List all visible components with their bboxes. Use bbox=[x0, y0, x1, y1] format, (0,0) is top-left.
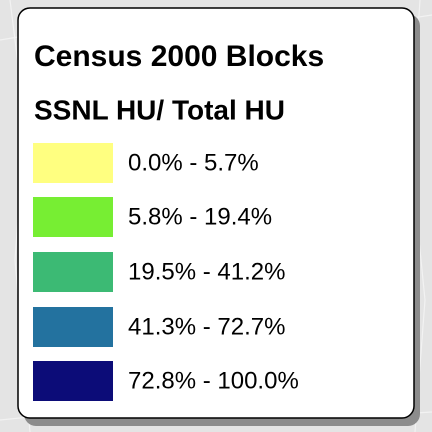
legend-label: 5.8% - 19.4% bbox=[128, 203, 272, 230]
legend-swatch bbox=[33, 361, 113, 401]
legend-swatch bbox=[33, 307, 113, 347]
legend-label: 19.5% - 41.2% bbox=[128, 258, 285, 285]
legend-items: 0.0% - 5.7% 5.8% - 19.4% 19.5% - 41.2% 41.3… bbox=[33, 143, 299, 401]
legend-label: 41.3% - 72.7% bbox=[128, 313, 285, 340]
legend-swatch bbox=[33, 197, 113, 237]
legend-title: Census 2000 Blocks bbox=[34, 40, 324, 73]
legend-swatch bbox=[33, 252, 113, 292]
legend-label: 72.8% - 100.0% bbox=[128, 367, 299, 394]
legend-label: 0.0% - 5.7% bbox=[128, 149, 259, 176]
legend-subtitle: SSNL HU/ Total HU bbox=[34, 94, 285, 125]
legend-box bbox=[17, 7, 415, 419]
legend-swatch bbox=[33, 143, 113, 183]
